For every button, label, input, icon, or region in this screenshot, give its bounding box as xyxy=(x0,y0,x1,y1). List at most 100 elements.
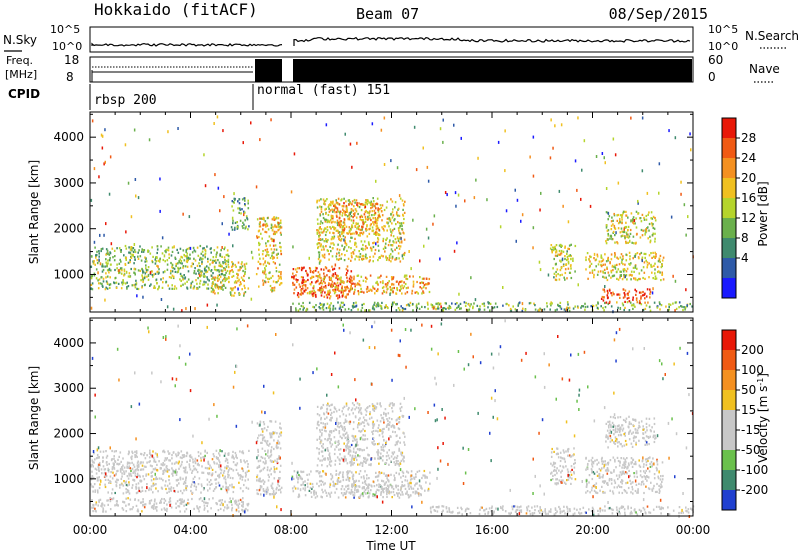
data-cell xyxy=(350,236,352,239)
data-cell xyxy=(99,464,101,467)
data-cell xyxy=(633,219,636,222)
data-cell xyxy=(620,274,622,277)
data-cell xyxy=(177,269,180,272)
data-cell xyxy=(309,486,312,489)
data-cell xyxy=(368,214,371,217)
data-cell xyxy=(303,307,305,310)
data-cell xyxy=(156,264,158,267)
data-cell xyxy=(105,286,107,289)
data-cell xyxy=(348,440,350,443)
data-cell xyxy=(604,285,606,288)
data-cell xyxy=(276,460,278,463)
data-cell xyxy=(320,418,322,421)
data-cell xyxy=(290,190,293,194)
data-cell xyxy=(127,261,130,264)
data-cell xyxy=(185,503,188,506)
data-cell xyxy=(341,232,343,235)
data-cell xyxy=(263,482,265,485)
data-cell xyxy=(218,464,220,467)
data-cell xyxy=(442,118,444,122)
data-cell xyxy=(404,200,406,203)
data-cell xyxy=(106,262,108,265)
data-cell xyxy=(559,274,561,277)
data-cell xyxy=(341,253,343,256)
data-cell xyxy=(274,262,276,265)
data-cell xyxy=(331,217,334,220)
data-cell xyxy=(522,307,524,310)
data-cell xyxy=(532,174,535,178)
data-cell xyxy=(406,277,409,281)
data-cell xyxy=(401,470,404,473)
data-cell xyxy=(189,459,191,462)
data-cell xyxy=(336,294,338,297)
data-cell xyxy=(622,263,624,266)
data-cell xyxy=(197,268,200,271)
data-cell xyxy=(141,248,143,251)
data-cell xyxy=(377,207,379,210)
data-cell xyxy=(122,279,124,282)
data-cell xyxy=(521,309,524,312)
data-cell xyxy=(192,477,195,480)
data-cell xyxy=(370,248,373,251)
data-cell xyxy=(372,197,374,200)
data-cell xyxy=(92,506,95,509)
data-cell xyxy=(393,227,396,230)
data-cell xyxy=(141,286,143,289)
data-cell xyxy=(174,256,176,259)
data-cell xyxy=(630,270,633,273)
data-cell xyxy=(338,267,341,270)
data-cell xyxy=(320,243,322,246)
data-cell xyxy=(564,246,566,249)
data-cell xyxy=(305,309,307,312)
data-cell xyxy=(151,505,154,508)
data-cell xyxy=(264,270,266,273)
data-cell xyxy=(396,287,398,290)
data-cell xyxy=(259,487,262,490)
data-cell xyxy=(401,254,404,258)
data-cell xyxy=(220,487,223,491)
data-cell xyxy=(316,206,319,209)
data-cell xyxy=(343,422,345,425)
data-cell xyxy=(428,282,430,285)
data-cell xyxy=(231,216,234,220)
data-cell xyxy=(275,491,277,494)
data-cell xyxy=(622,270,625,273)
data-cell xyxy=(270,248,273,251)
data-cell xyxy=(250,297,253,301)
data-cell xyxy=(354,208,357,211)
data-cell xyxy=(606,224,608,227)
data-cell xyxy=(348,213,350,216)
data-cell xyxy=(227,470,229,473)
data-cell xyxy=(359,284,362,287)
data-cell xyxy=(325,231,328,234)
data-cell xyxy=(352,251,354,254)
data-cell xyxy=(212,281,214,284)
data-cell xyxy=(360,209,363,212)
data-cell xyxy=(159,177,161,181)
data-cell xyxy=(212,256,215,259)
data-cell xyxy=(402,415,405,418)
data-cell xyxy=(318,242,321,245)
data-cell xyxy=(397,227,400,230)
data-cell xyxy=(280,250,282,253)
data-cell xyxy=(297,495,300,499)
data-cell xyxy=(147,266,150,269)
data-cell xyxy=(273,493,275,496)
data-cell xyxy=(207,257,209,260)
data-cell xyxy=(605,301,608,304)
data-cell xyxy=(226,249,229,252)
data-cell xyxy=(234,463,237,466)
data-cell xyxy=(600,297,603,300)
data-cell xyxy=(187,270,190,273)
data-cell xyxy=(641,213,644,216)
data-cell xyxy=(91,506,93,509)
data-cell xyxy=(355,301,357,304)
data-cell xyxy=(112,465,115,469)
data-cell xyxy=(337,243,339,246)
data-cell xyxy=(96,250,98,253)
data-cell xyxy=(370,203,372,207)
data-cell xyxy=(340,223,342,226)
data-cell xyxy=(593,252,596,256)
data-cell xyxy=(364,470,366,473)
data-cell xyxy=(606,267,608,270)
